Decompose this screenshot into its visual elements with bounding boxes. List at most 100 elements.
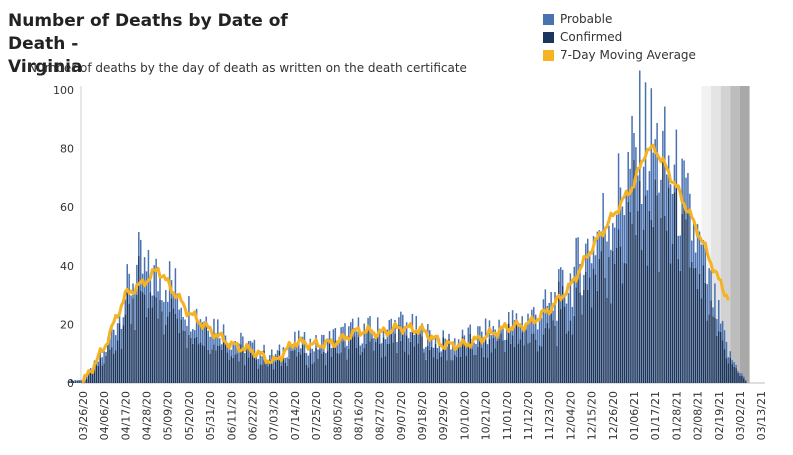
confirmed-bar bbox=[739, 375, 741, 383]
confirmed-bar bbox=[650, 219, 653, 383]
legend-label-probable: Probable bbox=[560, 12, 613, 26]
probable-bar bbox=[588, 253, 591, 278]
confirmed-bar bbox=[222, 335, 225, 383]
confirmed-bar bbox=[665, 230, 668, 383]
confirmed-bar bbox=[554, 326, 556, 383]
probable-bar bbox=[76, 380, 78, 381]
probable-bar bbox=[151, 295, 154, 308]
confirmed-bar bbox=[413, 346, 416, 383]
confirmed-bar bbox=[639, 180, 641, 383]
confirmed-bar bbox=[232, 357, 234, 383]
probable-bar bbox=[612, 223, 614, 252]
probable-bar bbox=[710, 270, 712, 301]
probable-bar bbox=[446, 346, 448, 361]
confirmed-bar bbox=[392, 342, 394, 383]
probable-bar bbox=[721, 320, 724, 341]
confirmed-bar bbox=[149, 292, 152, 383]
probable-bar bbox=[482, 341, 485, 357]
confirmed-bar bbox=[353, 336, 356, 383]
confirmed-bar bbox=[376, 332, 379, 383]
probable-bar bbox=[290, 345, 292, 351]
probable-bar bbox=[405, 322, 408, 336]
confirmed-bar bbox=[230, 356, 233, 383]
confirmed-bar bbox=[727, 363, 730, 383]
y-tick-label: 0 bbox=[67, 377, 74, 390]
probable-bar bbox=[534, 314, 537, 340]
probable-bar bbox=[398, 317, 400, 325]
probable-bar bbox=[538, 318, 541, 346]
probable-bar bbox=[382, 328, 385, 338]
legend-swatch-probable bbox=[543, 13, 554, 25]
probable-bar bbox=[224, 335, 227, 343]
confirmed-bar bbox=[737, 372, 739, 383]
probable-bar bbox=[390, 318, 392, 332]
confirmed-bar bbox=[625, 263, 628, 383]
shade-band bbox=[739, 86, 750, 383]
confirmed-bar bbox=[671, 244, 674, 383]
probable-bar bbox=[712, 307, 714, 317]
probable-bar bbox=[199, 319, 202, 343]
confirmed-bar bbox=[459, 356, 462, 383]
confirmed-bar bbox=[579, 292, 581, 383]
probable-bar bbox=[242, 336, 244, 349]
probable-bar bbox=[646, 190, 649, 266]
probable-bar bbox=[353, 328, 356, 337]
probable-bar bbox=[234, 341, 236, 355]
probable-bar bbox=[550, 291, 552, 312]
confirmed-bar bbox=[355, 347, 358, 383]
probable-bar bbox=[190, 331, 192, 338]
probable-bar bbox=[669, 184, 672, 264]
confirmed-bar bbox=[637, 210, 639, 383]
probable-bar bbox=[180, 307, 182, 320]
confirmed-bar bbox=[184, 330, 186, 383]
probable-bar bbox=[244, 352, 246, 366]
confirmed-bar bbox=[411, 326, 414, 383]
probable-bar bbox=[637, 175, 639, 211]
y-tick-label: 20 bbox=[60, 318, 74, 331]
probable-bar bbox=[288, 345, 290, 359]
probable-bar bbox=[334, 327, 337, 341]
confirmed-bar bbox=[338, 354, 340, 383]
probable-bar bbox=[346, 345, 348, 360]
probable-bar bbox=[506, 324, 508, 340]
confirmed-bar bbox=[390, 331, 392, 383]
probable-bar bbox=[665, 174, 668, 231]
probable-bar bbox=[338, 337, 340, 355]
chart-subtitle: Number of deaths by the day of death as … bbox=[28, 61, 467, 75]
shade-band bbox=[701, 86, 712, 383]
probable-bar bbox=[602, 193, 604, 237]
probable-bar bbox=[509, 327, 512, 344]
confirmed-bar bbox=[627, 201, 629, 383]
confirmed-bar bbox=[731, 364, 733, 383]
probable-bar bbox=[560, 267, 562, 310]
confirmed-bar bbox=[405, 335, 408, 383]
probable-bar bbox=[706, 284, 708, 321]
probable-bar bbox=[430, 338, 433, 347]
confirmed-bar bbox=[716, 335, 718, 383]
legend-item-confirmed: Confirmed bbox=[543, 28, 696, 46]
probable-bar bbox=[201, 322, 204, 346]
confirmed-bar bbox=[430, 346, 433, 383]
probable-bar bbox=[378, 328, 381, 344]
confirmed-bar bbox=[635, 234, 637, 383]
x-axis-ticks: 03/26/20 04/06/20 04/17/20 04/28/20 05/09/20… bbox=[77, 391, 768, 440]
probable-bar bbox=[660, 179, 662, 218]
confirmed-bar bbox=[586, 289, 589, 383]
confirmed-bar bbox=[409, 341, 412, 383]
confirmed-bar bbox=[380, 357, 383, 383]
daily-death-bars bbox=[68, 70, 747, 383]
probable-bar bbox=[296, 344, 298, 357]
probable-bar bbox=[494, 329, 497, 349]
probable-bar bbox=[305, 352, 308, 365]
moving-average-line bbox=[81, 143, 730, 384]
confirmed-bar bbox=[565, 333, 568, 383]
confirmed-bar bbox=[107, 343, 109, 383]
probable-bar bbox=[193, 330, 196, 338]
probable-bar bbox=[178, 309, 181, 333]
confirmed-bar bbox=[434, 343, 437, 383]
confirmed-bar bbox=[442, 337, 444, 383]
x-tick-label: 05/09/20 bbox=[162, 391, 175, 440]
confirmed-bar bbox=[365, 343, 367, 383]
probable-bar bbox=[455, 348, 458, 357]
probable-bar bbox=[656, 122, 658, 196]
